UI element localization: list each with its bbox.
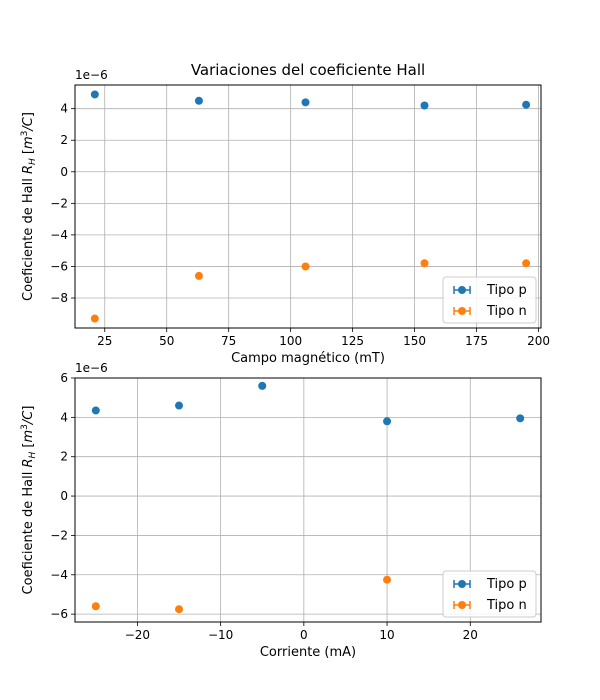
y-tick-label: 2 bbox=[60, 133, 68, 147]
y-tick-label: −6 bbox=[50, 259, 68, 273]
x-tick-label: 10 bbox=[379, 628, 394, 642]
chart-title: Variaciones del coeficiente Hall bbox=[191, 61, 425, 79]
legend: Tipo p Tipo n bbox=[442, 276, 537, 324]
axes-frame bbox=[74, 377, 542, 623]
data-point-tipo-p bbox=[175, 401, 184, 410]
legend: Tipo p Tipo n bbox=[442, 570, 537, 618]
data-point-tipo-n bbox=[91, 602, 100, 611]
plot-magnetic-field: 25 50 75 100 125 150 175 200 −8 −6 −4 −2 0 2 4 1e−6 Vari… bbox=[20, 61, 550, 366]
x-tick-label: 200 bbox=[527, 334, 550, 348]
data-point-tipo-n bbox=[194, 271, 203, 280]
data-point-tipo-p bbox=[522, 100, 531, 109]
legend-label: Tipo n bbox=[486, 304, 527, 319]
data-point-tipo-n bbox=[90, 314, 99, 323]
y-tick-label: −8 bbox=[50, 291, 68, 305]
y-scale-offset-label: 1e−6 bbox=[75, 68, 108, 82]
y-tick-label: −2 bbox=[50, 528, 68, 542]
y-tick-label: 0 bbox=[60, 489, 68, 503]
x-tick-label: 175 bbox=[465, 334, 488, 348]
legend-label: Tipo n bbox=[486, 598, 527, 613]
y-tick-label: −2 bbox=[50, 196, 68, 210]
data-point-tipo-n bbox=[383, 575, 392, 584]
x-tick-label: 75 bbox=[221, 334, 236, 348]
y-tick-label: 4 bbox=[60, 102, 68, 116]
data-point-tipo-p bbox=[301, 98, 310, 107]
data-point-tipo-n bbox=[522, 259, 531, 268]
data-point-tipo-p bbox=[420, 101, 429, 110]
data-point-tipo-p bbox=[383, 417, 392, 426]
y-tick-label: 4 bbox=[60, 410, 68, 424]
legend-label: Tipo p bbox=[486, 283, 527, 298]
y-axis-label: Coeficiente de Hall RH [m3/C] bbox=[20, 406, 38, 595]
y-tick-label: −4 bbox=[50, 228, 68, 242]
y-tick-label: −6 bbox=[50, 607, 68, 621]
x-tick-label: 50 bbox=[159, 334, 174, 348]
y-axis-label: Coeficiente de Hall RH [m3/C] bbox=[20, 112, 38, 301]
x-tick-label: 20 bbox=[463, 628, 478, 642]
x-tick-label: 150 bbox=[403, 334, 426, 348]
y-tick-label: 6 bbox=[60, 371, 68, 385]
data-point-tipo-n bbox=[175, 605, 184, 614]
legend-marker bbox=[458, 601, 466, 609]
axes-frame bbox=[74, 84, 542, 329]
legend-marker bbox=[458, 307, 466, 315]
data-point-tipo-p bbox=[516, 414, 525, 423]
y-scale-offset-label: 1e−6 bbox=[75, 361, 108, 375]
legend-label: Tipo p bbox=[486, 577, 527, 592]
y-tick-label: 0 bbox=[60, 165, 68, 179]
x-tick-label: −20 bbox=[125, 628, 150, 642]
legend-marker bbox=[458, 286, 466, 294]
legend-marker bbox=[458, 580, 466, 588]
data-point-tipo-p bbox=[90, 90, 99, 99]
x-tick-label: 100 bbox=[279, 334, 302, 348]
data-point-tipo-p bbox=[258, 381, 267, 390]
y-tick-label: 2 bbox=[60, 450, 68, 464]
x-axis-label: Campo magnético (mT) bbox=[231, 351, 385, 366]
x-tick-label: 125 bbox=[341, 334, 364, 348]
x-axis-label: Corriente (mA) bbox=[260, 645, 356, 660]
data-point-tipo-n bbox=[301, 262, 310, 271]
data-point-tipo-p bbox=[194, 96, 203, 105]
data-point-tipo-p bbox=[91, 406, 100, 415]
x-tick-label: 25 bbox=[97, 334, 112, 348]
x-tick-label: −10 bbox=[208, 628, 233, 642]
data-point-tipo-n bbox=[420, 259, 429, 268]
y-tick-label: −4 bbox=[50, 568, 68, 582]
x-tick-label: 0 bbox=[300, 628, 308, 642]
